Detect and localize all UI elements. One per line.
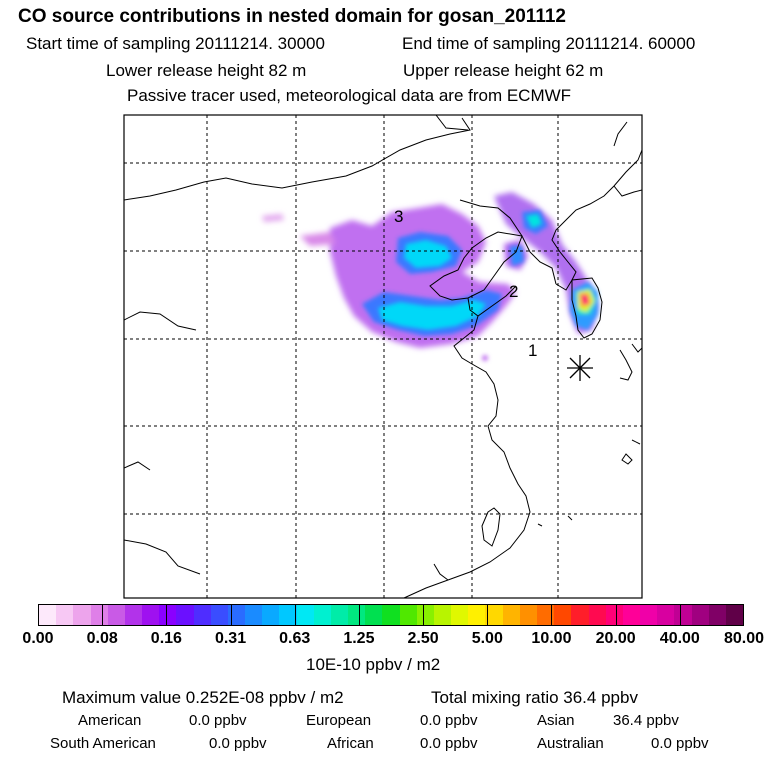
- colorbar-swatch: [279, 605, 297, 625]
- colorbar-tick-label: 0.31: [214, 630, 247, 647]
- coastlines: [124, 115, 642, 599]
- colorbar-swatch: [640, 605, 658, 625]
- african-label: African: [327, 735, 374, 752]
- african-value: 0.0 ppbv: [420, 735, 478, 752]
- asterisk-receptor-icon: [567, 355, 593, 381]
- colorbar-divider: [487, 605, 489, 625]
- south-american-value: 0.0 ppbv: [209, 735, 267, 752]
- total-mixing-ratio: Total mixing ratio 36.4 ppbv: [431, 688, 638, 707]
- colorbar: [38, 604, 744, 626]
- colorbar-swatch: [691, 605, 709, 625]
- colorbar-swatch: [502, 605, 520, 625]
- colorbar-swatch: [485, 605, 503, 625]
- map-frame: [123, 114, 643, 599]
- colorbar-swatch: [451, 605, 469, 625]
- european-label: European: [306, 712, 372, 729]
- colorbar-tick-label: 0.00: [22, 630, 54, 647]
- colorbar-swatch: [433, 605, 452, 625]
- colorbar-tick-label: 20.00: [595, 630, 636, 647]
- colorbar-tick-label: 1.25: [343, 630, 375, 647]
- colorbar-tick-label: 80.00: [723, 630, 765, 647]
- colorbar-swatch: [348, 605, 366, 625]
- colorbar-swatch: [313, 605, 331, 625]
- region-label-3: 3: [394, 207, 403, 226]
- colorbar-divider: [166, 605, 168, 625]
- colorbar-divider: [551, 605, 553, 625]
- colorbar-swatch: [73, 605, 91, 625]
- colorbar-swatch: [554, 605, 572, 625]
- colorbar-tick-label: 0.16: [150, 630, 182, 647]
- colorbar-tick-label: 10.00: [531, 630, 572, 647]
- colorbar-swatch: [193, 605, 211, 625]
- colorbar-tick-label: 0.08: [86, 630, 118, 647]
- colorbar-tick-label: 0.63: [279, 630, 311, 647]
- colorbar-swatch: [571, 605, 589, 625]
- region-label-1: 1: [528, 341, 537, 360]
- south-american-label: South American: [50, 735, 156, 752]
- map-grid: [124, 115, 642, 598]
- australian-value: 0.0 ppbv: [651, 735, 709, 752]
- map-content: [124, 115, 642, 599]
- colorbar-swatch: [39, 605, 57, 625]
- region-label-2: 2: [509, 282, 518, 301]
- lower-release-height: Lower release height 82 m: [106, 61, 307, 80]
- colorbar-swatch: [365, 605, 383, 625]
- colorbar-swatch: [382, 605, 400, 625]
- colorbar-swatch: [245, 605, 263, 625]
- colorbar-swatch: [227, 605, 246, 625]
- colorbar-divider: [230, 605, 232, 625]
- colorbar-tick-label: 40.00: [659, 630, 700, 647]
- plume-core: [378, 214, 542, 330]
- colorbar-swatch: [296, 605, 314, 625]
- start-time-label: Start time of sampling 20111214. 30000: [26, 34, 325, 53]
- colorbar-divider: [358, 605, 360, 625]
- colorbar-swatch: [536, 605, 555, 625]
- european-value: 0.0 ppbv: [420, 712, 478, 729]
- colorbar-swatch: [519, 605, 537, 625]
- colorbar-swatch: [657, 605, 675, 625]
- colorbar-swatch: [708, 605, 726, 625]
- colorbar-swatch: [124, 605, 143, 625]
- colorbar-swatch: [56, 605, 74, 625]
- colorbar-swatch: [107, 605, 125, 625]
- colorbar-swatch: [674, 605, 692, 625]
- colorbar-divider: [615, 605, 617, 625]
- colorbar-swatch: [588, 605, 606, 625]
- tracer-note: Passive tracer used, meteorological data…: [127, 86, 572, 105]
- colorbar-tick-label: 5.00: [471, 630, 503, 647]
- plot-title: CO source contributions in nested domain…: [18, 6, 566, 27]
- colorbar-swatch: [262, 605, 280, 625]
- colorbar-unit-label: 10E-10 ppbv / m2: [306, 655, 441, 674]
- colorbar-divider: [102, 605, 104, 625]
- colorbar-divider: [294, 605, 296, 625]
- colorbar-tick-label: 2.50: [407, 630, 439, 647]
- colorbar-swatch: [159, 605, 177, 625]
- colorbar-swatch: [725, 605, 744, 625]
- colorbar-swatch: [176, 605, 194, 625]
- colorbar-swatch: [416, 605, 434, 625]
- colorbar-divider: [423, 605, 425, 625]
- colorbar-swatch: [142, 605, 160, 625]
- colorbar-swatch: [468, 605, 486, 625]
- maximum-value: Maximum value 0.252E-08 ppbv / m2: [62, 688, 344, 707]
- colorbar-swatch: [90, 605, 108, 625]
- colorbar-swatch: [210, 605, 228, 625]
- colorbar-swatch: [399, 605, 417, 625]
- asian-value: 36.4 ppbv: [613, 712, 679, 729]
- upper-release-height: Upper release height 62 m: [403, 61, 604, 80]
- korea-hotspot: [482, 282, 598, 361]
- asian-label: Asian: [537, 712, 575, 729]
- colorbar-swatch: [330, 605, 349, 625]
- australian-label: Australian: [537, 735, 604, 752]
- american-label: American: [78, 712, 142, 729]
- end-time-label: End time of sampling 20111214. 60000: [402, 34, 696, 53]
- american-value: 0.0 ppbv: [189, 712, 247, 729]
- colorbar-swatch: [622, 605, 641, 625]
- colorbar-swatch: [605, 605, 623, 625]
- colorbar-divider: [679, 605, 681, 625]
